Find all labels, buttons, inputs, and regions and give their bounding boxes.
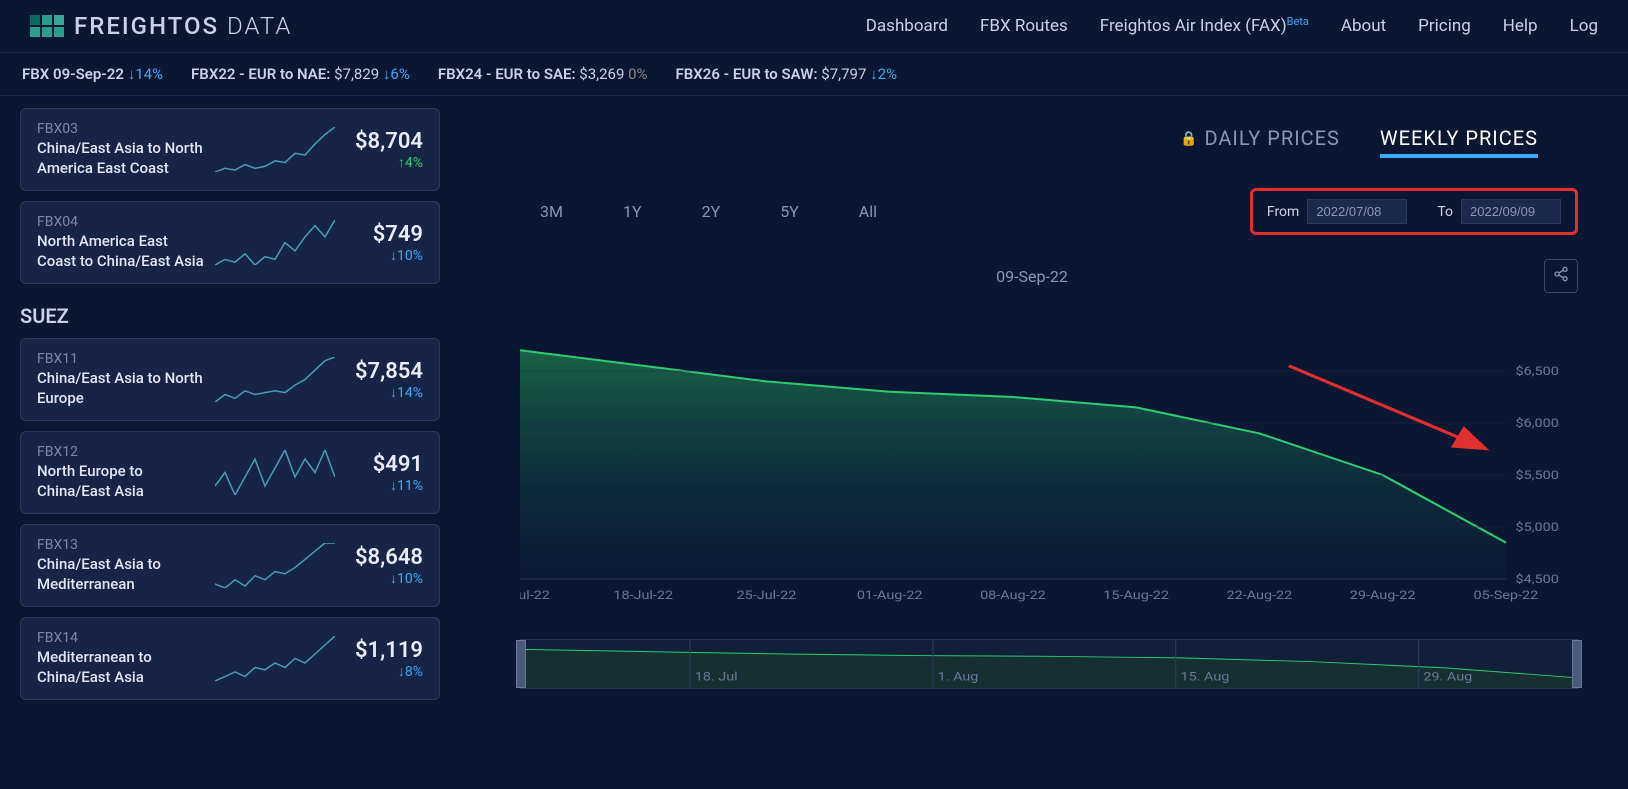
ticker-item[interactable]: FBX26 - EUR to SAW: $7,797 ↓2% <box>676 65 898 83</box>
route-code: FBX12 <box>37 444 207 460</box>
route-card[interactable]: FBX14 Mediterranean to China/East Asia $… <box>20 617 440 700</box>
content: 🔒 DAILY PRICES WEEKLY PRICES 3M 1Y 2Y 5Y All… <box>460 96 1628 765</box>
route-name: China/East Asia to Mediterranean <box>37 555 207 594</box>
route-sparkline <box>215 127 335 172</box>
route-change: ↓8% <box>343 663 423 680</box>
logo-text: FREIGHTOS DATA <box>74 12 292 40</box>
chart-panel: 3M 1Y 2Y 5Y All From To 09-Sep-22 <box>500 168 1598 689</box>
route-name: China/East Asia to North America East Co… <box>37 139 207 178</box>
svg-text:$6,500: $6,500 <box>1515 365 1558 379</box>
route-code: FBX11 <box>37 351 207 367</box>
route-sparkline <box>215 220 335 265</box>
svg-text:$5,500: $5,500 <box>1515 469 1558 483</box>
range-button[interactable]: 5Y <box>780 202 799 221</box>
svg-text:05-Sep-22: 05-Sep-22 <box>1474 589 1539 603</box>
route-price: $8,648 <box>343 545 423 570</box>
route-name: North Europe to China/East Asia <box>37 462 207 501</box>
nav-help[interactable]: Help <box>1503 16 1538 36</box>
section-suez-title: SUEZ <box>20 304 440 328</box>
range-button[interactable]: 2Y <box>702 202 721 221</box>
svg-text:25-Jul-22: 25-Jul-22 <box>737 589 797 603</box>
route-name: Mediterranean to China/East Asia <box>37 648 207 687</box>
svg-text:22-Aug-22: 22-Aug-22 <box>1227 589 1293 603</box>
ticker-item[interactable]: FBX24 - EUR to SAE: $3,269 0% <box>438 65 648 83</box>
brush-handle-left[interactable] <box>516 640 526 688</box>
date-range-highlight: From To <box>1250 188 1578 235</box>
route-change: ↑4% <box>343 154 423 171</box>
range-button[interactable]: 1Y <box>623 202 642 221</box>
route-price: $7,854 <box>343 359 423 384</box>
svg-text:$4,500: $4,500 <box>1515 573 1558 587</box>
route-code: FBX13 <box>37 537 207 553</box>
nav-log[interactable]: Log <box>1570 16 1598 36</box>
date-from-input[interactable] <box>1307 199 1407 224</box>
sidebar: FBX03 China/East Asia to North America E… <box>0 96 460 765</box>
route-sparkline <box>215 357 335 402</box>
range-buttons: 3M 1Y 2Y 5Y All <box>540 202 877 221</box>
ticker-item[interactable]: FBX 09-Sep-22 ↓14% <box>22 65 163 83</box>
svg-text:15. Aug: 15. Aug <box>1181 671 1230 684</box>
tab-weekly-prices[interactable]: WEEKLY PRICES <box>1380 126 1538 158</box>
route-change: ↓10% <box>343 247 423 264</box>
svg-text:11-Jul-22: 11-Jul-22 <box>520 589 550 603</box>
svg-text:08-Aug-22: 08-Aug-22 <box>980 589 1046 603</box>
route-price: $8,704 <box>343 129 423 154</box>
date-to-label: To <box>1437 204 1453 220</box>
nav-fbx-routes[interactable]: FBX Routes <box>980 16 1068 36</box>
route-name: China/East Asia to North Europe <box>37 369 207 408</box>
nav-pricing[interactable]: Pricing <box>1418 16 1471 36</box>
lock-icon: 🔒 <box>1180 131 1198 147</box>
route-card[interactable]: FBX04 North America East Coast to China/… <box>20 201 440 284</box>
route-change: ↓14% <box>343 384 423 401</box>
route-price: $491 <box>343 452 423 477</box>
route-sparkline <box>215 543 335 588</box>
route-code: FBX04 <box>37 214 207 230</box>
route-card[interactable]: FBX03 China/East Asia to North America E… <box>20 108 440 191</box>
route-card[interactable]: FBX11 China/East Asia to North Europe $7… <box>20 338 440 421</box>
svg-text:18. Jul: 18. Jul <box>695 671 738 684</box>
svg-text:15-Aug-22: 15-Aug-22 <box>1103 589 1169 603</box>
route-sparkline <box>215 636 335 681</box>
share-icon <box>1553 266 1569 282</box>
chart-date-label: 09-Sep-22 <box>520 267 1544 286</box>
tab-daily-prices[interactable]: 🔒 DAILY PRICES <box>1180 126 1340 158</box>
range-button[interactable]: All <box>859 202 877 221</box>
svg-text:$5,000: $5,000 <box>1515 521 1558 535</box>
logo-icon <box>30 15 64 37</box>
price-tabs: 🔒 DAILY PRICES WEEKLY PRICES <box>500 106 1598 168</box>
svg-text:$6,000: $6,000 <box>1515 417 1558 431</box>
route-card[interactable]: FBX13 China/East Asia to Mediterranean $… <box>20 524 440 607</box>
svg-text:1. Aug: 1. Aug <box>938 671 979 684</box>
range-button[interactable]: 3M <box>540 202 563 221</box>
route-code: FBX14 <box>37 630 207 646</box>
route-change: ↓10% <box>343 570 423 587</box>
svg-text:01-Aug-22: 01-Aug-22 <box>857 589 923 603</box>
route-change: ↓11% <box>343 477 423 494</box>
nav-about[interactable]: About <box>1341 16 1386 36</box>
chart-area[interactable]: $4,500 $5,000 $5,500 $6,000 $6,500 11-Jul-22 1… <box>520 309 1578 619</box>
svg-text:29-Aug-22: 29-Aug-22 <box>1350 589 1416 603</box>
nav-fax[interactable]: Freightos Air Index (FAX)Beta <box>1100 16 1309 36</box>
ticker-bar: FBX 09-Sep-22 ↓14% FBX22 - EUR to NAE: $7… <box>0 53 1628 96</box>
route-code: FBX03 <box>37 121 207 137</box>
route-sparkline <box>215 450 335 495</box>
nav: Dashboard FBX Routes Freightos Air Index… <box>866 16 1598 36</box>
beta-badge: Beta <box>1287 15 1309 28</box>
nav-dashboard[interactable]: Dashboard <box>866 16 948 36</box>
date-from-label: From <box>1267 204 1299 220</box>
route-price: $749 <box>343 222 423 247</box>
header: FREIGHTOS DATA Dashboard FBX Routes Frei… <box>0 0 1628 53</box>
brush-handle-right[interactable] <box>1572 640 1582 688</box>
svg-text:29. Aug: 29. Aug <box>1423 671 1472 684</box>
ticker-item[interactable]: FBX22 - EUR to NAE: $7,829 ↓6% <box>191 65 410 83</box>
svg-text:18-Jul-22: 18-Jul-22 <box>613 589 673 603</box>
route-price: $1,119 <box>343 638 423 663</box>
route-name: North America East Coast to China/East A… <box>37 232 207 271</box>
route-card[interactable]: FBX12 North Europe to China/East Asia $4… <box>20 431 440 514</box>
logo[interactable]: FREIGHTOS DATA <box>30 12 292 40</box>
share-button[interactable] <box>1544 259 1578 293</box>
date-to-input[interactable] <box>1461 199 1561 224</box>
brush[interactable]: 18. Jul 1. Aug 15. Aug 29. Aug <box>520 639 1578 689</box>
